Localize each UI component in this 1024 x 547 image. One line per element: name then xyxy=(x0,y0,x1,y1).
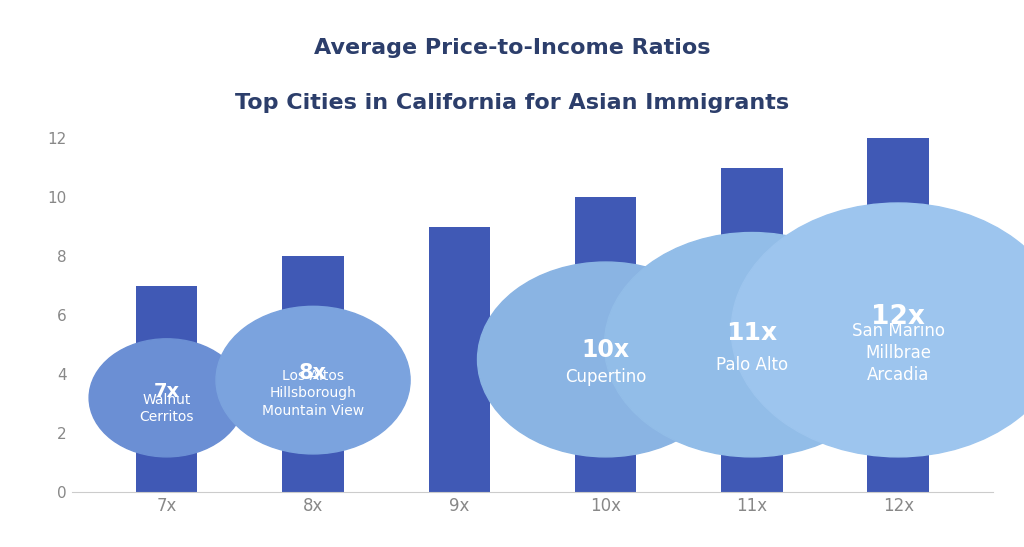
Ellipse shape xyxy=(731,203,1024,457)
Text: Top Cities in California for Asian Immigrants: Top Cities in California for Asian Immig… xyxy=(234,93,790,113)
Text: 8x: 8x xyxy=(299,363,327,383)
Bar xyxy=(574,197,636,492)
Text: 12x: 12x xyxy=(871,304,925,330)
Ellipse shape xyxy=(477,262,734,457)
Bar xyxy=(429,226,490,492)
Text: Los Altos
Hillsborough
Mountain View: Los Altos Hillsborough Mountain View xyxy=(262,369,365,418)
Text: 7x: 7x xyxy=(154,382,180,401)
Text: San Marino
Millbrae
Arcadia: San Marino Millbrae Arcadia xyxy=(852,322,945,384)
Ellipse shape xyxy=(216,306,410,454)
Text: Walnut
Cerritos: Walnut Cerritos xyxy=(139,393,194,424)
Text: 10x: 10x xyxy=(582,337,630,362)
Text: Palo Alto: Palo Alto xyxy=(716,356,788,374)
Text: 11x: 11x xyxy=(726,322,777,346)
Text: Cupertino: Cupertino xyxy=(565,368,646,386)
Text: Average Price-to-Income Ratios: Average Price-to-Income Ratios xyxy=(313,38,711,59)
Bar xyxy=(721,167,782,492)
Ellipse shape xyxy=(89,339,245,457)
Ellipse shape xyxy=(604,232,899,457)
Bar xyxy=(136,286,198,492)
Bar xyxy=(283,256,344,492)
Bar xyxy=(867,138,929,492)
